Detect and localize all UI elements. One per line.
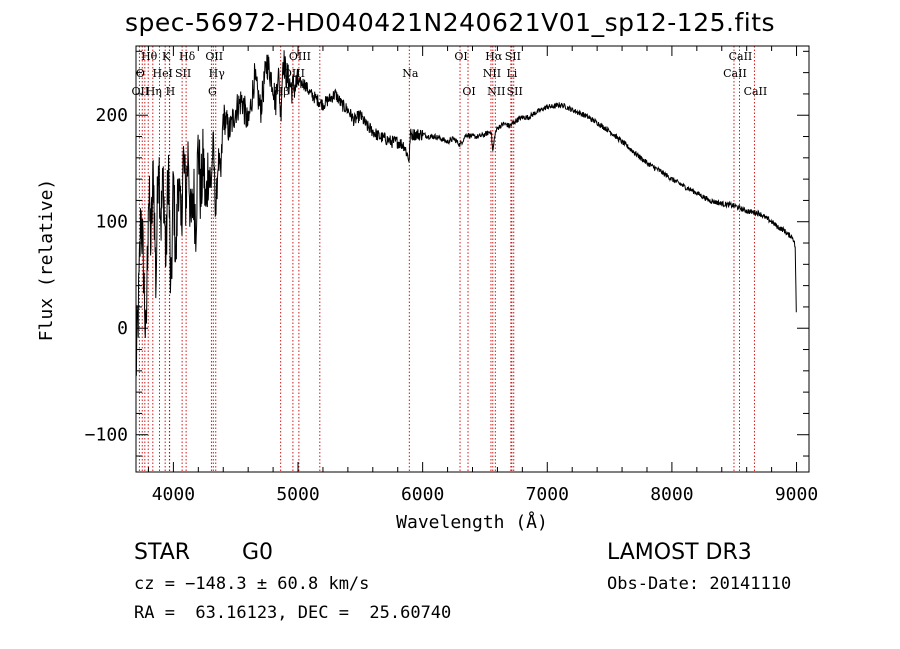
redshift-cz: cz = −148.3 ± 60.8 km/s [134, 574, 370, 594]
y-tick-label: −100 [85, 425, 128, 446]
line-label-hγ: Hγ [209, 67, 226, 80]
line-label-oii: OII [132, 85, 150, 98]
y-tick-label: 200 [95, 105, 128, 126]
y-tick-label: 100 [95, 212, 128, 233]
line-label-oi: OI [462, 85, 475, 98]
x-tick-label: 7000 [526, 484, 569, 505]
line-label-oiii: OIII [289, 50, 311, 63]
x-tick-label: 8000 [650, 484, 693, 505]
series-layer [135, 50, 797, 376]
series-spectrum [135, 50, 797, 376]
line-label-k: K [162, 50, 171, 63]
chart-title: spec-56972-HD040421N240621V01_sp12-125.f… [124, 8, 776, 37]
line-label-caii: CaII [744, 85, 768, 98]
object-class: STAR [134, 540, 191, 565]
y-axis-label: Flux (relative) [36, 179, 57, 342]
line-label-sii: SII [507, 85, 523, 98]
axes: 4000 5000 6000 7000 8000 9000 −100 0 100 200 [85, 45, 818, 505]
line-label-sii: SII [175, 67, 191, 80]
x-tick-label: 6000 [401, 484, 444, 505]
line-label-i: I [168, 67, 172, 80]
line-label-hθ: Hθ [141, 50, 158, 63]
line-label-li: Li [506, 67, 517, 80]
line-label-oiii: OIII [283, 67, 305, 80]
line-label-nii: NII [487, 85, 505, 98]
line-label-sii: SII [505, 50, 521, 63]
x-tick-label: 9000 [775, 484, 818, 505]
emission-line-markers [138, 46, 755, 472]
line-label-caii: CaII [729, 50, 753, 63]
line-label-hη: Hη [146, 85, 162, 98]
line-label-hδ: Hδ [179, 50, 196, 63]
line-label-oi: OI [454, 50, 467, 63]
line-label-he: He [153, 67, 169, 80]
survey-name: LAMOST DR3 [607, 540, 752, 565]
subclass: G0 [242, 540, 274, 565]
line-label-hα: Hα [485, 50, 503, 63]
line-label-g: G [208, 85, 217, 98]
x-axis-label: Wavelength (Å) [396, 511, 548, 533]
line-label-na: Na [402, 67, 419, 80]
line-label-hβ: Hβ [274, 85, 290, 98]
obs-date: Obs-Date: 20141110 [607, 574, 792, 594]
line-label-h: H [166, 85, 176, 98]
line-label-caii: CaII [723, 67, 747, 80]
coordinates: RA = 63.16123, DEC = 25.60740 [134, 603, 452, 623]
y-tick-label: 0 [117, 318, 128, 339]
line-label-nii: NII [483, 67, 501, 80]
line-label-oii: OII [205, 50, 223, 63]
line-label-o: O [136, 67, 145, 80]
x-tick-label: 4000 [152, 484, 195, 505]
x-tick-label: 5000 [276, 484, 319, 505]
